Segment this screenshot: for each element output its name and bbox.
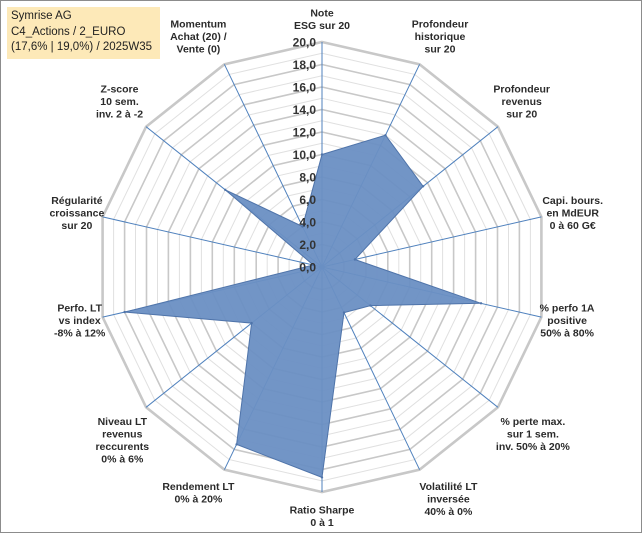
radial-tick-label: 10,0 (293, 148, 317, 162)
axis-label-line: revenus (502, 96, 542, 108)
radial-tick-label: 12,0 (293, 126, 317, 140)
radial-tick-label: 16,0 (293, 81, 317, 95)
data-point-2 (384, 134, 387, 137)
axis-label-line: Note (310, 8, 333, 20)
chart-title-box: Symrise AG C4_Actions / 2_EURO (17,6% | … (7, 7, 160, 59)
axis-label-line: Momentum (170, 18, 226, 30)
axis-label-6: % perte max. sur 1 sem. inv. 50% à 20% (496, 416, 571, 453)
axis-label-line: Ratio Sharpe (290, 505, 355, 517)
axis-label-line: 10 sem. (100, 96, 139, 108)
data-point-9 (235, 443, 238, 446)
axis-label-line: 50% à 80% (540, 327, 594, 339)
axis-label-line: ESG sur 20 (294, 20, 350, 32)
axis-label-line: revenus (102, 429, 142, 441)
data-point-4 (353, 258, 357, 261)
company-name: Symrise AG (11, 10, 72, 22)
radial-tick-label: 6,0 (299, 193, 316, 207)
axis-label-line: en MdEUR (546, 208, 599, 220)
axis-label-2: Profondeur historique sur 20 (412, 18, 469, 55)
axis-label-1: Note ESG sur 20 (294, 8, 350, 33)
period-label: (17,6% | 19,0%) / 2025W35 (11, 41, 153, 53)
axis-label-line: Niveau LT (98, 416, 148, 428)
data-point-1 (320, 153, 324, 156)
radial-tick-label: 0,0 (299, 261, 316, 275)
axis-label-11: Perfo. LT vs index -8% à 12% (54, 302, 106, 339)
axis-label-line: Profondeur (412, 18, 469, 30)
axis-label-line: vs index (59, 315, 101, 327)
axis-label-line: Z-score (101, 84, 139, 96)
data-point-6 (369, 304, 372, 307)
axis-label-line: Perfo. LT (57, 302, 102, 314)
axis-label-12: Régularité croissance sur 20 (49, 195, 104, 232)
data-point-12 (312, 263, 315, 267)
axis-label-line: sur 20 (506, 109, 537, 121)
data-point-14 (301, 225, 304, 228)
radial-tick-label: 18,0 (293, 58, 317, 72)
axis-label-line: -8% à 12% (54, 327, 106, 339)
axis-label-7: Volatilité LT inversée 40% à 0% (419, 481, 478, 518)
radial-tick-label: 14,0 (293, 103, 317, 117)
axis-label-14: Momentum Achat (20) / Vente (0) (170, 18, 227, 55)
axis-spoke (321, 216, 542, 268)
data-point-3 (421, 185, 425, 188)
axis-label-5: % perfo 1A positive 50% à 80% (540, 302, 595, 339)
axis-label-line: Vente (0) (177, 43, 221, 55)
axis-label-line: Achat (20) / (170, 31, 227, 43)
axis-label-line: % perfo 1A (540, 302, 595, 314)
axis-label-line: Rendement LT (162, 481, 235, 493)
axis-label-line: reccurents (95, 441, 149, 453)
radial-tick-label: 4,0 (299, 216, 316, 230)
radial-tick-label: 2,0 (299, 238, 316, 252)
category-label: C4_Actions / 2_EURO (11, 25, 126, 38)
axis-label-line: sur 20 (61, 220, 92, 232)
axis-label-10: Niveau LT revenus reccurents 0% à 6% (95, 416, 149, 466)
axis-label-line: 0 à 60 G€ (550, 220, 596, 232)
axis-label-line: % perte max. (501, 416, 566, 428)
axis-label-3: Profondeur revenus sur 20 (493, 84, 550, 121)
axis-label-line: sur 20 (425, 43, 456, 55)
data-point-5 (479, 302, 483, 305)
radial-tick-label: 20,0 (293, 36, 317, 50)
axis-label-line: 0 à 1 (310, 517, 334, 529)
data-point-13 (224, 188, 227, 191)
data-point-11 (123, 310, 126, 314)
axis-spoke (102, 216, 323, 268)
axis-label-line: historique (415, 31, 466, 43)
axis-label-line: Régularité (51, 195, 103, 207)
axis-label-line: 40% à 0% (424, 506, 473, 518)
axis-label-4: Capi. bours. en MdEUR 0 à 60 G€ (542, 195, 603, 232)
radial-tick-label: 8,0 (299, 171, 316, 185)
axis-label-line: 0% à 6% (101, 454, 144, 466)
axis-label-line: 0% à 20% (174, 494, 223, 506)
axis-label-9: Rendement LT 0% à 20% (162, 481, 235, 506)
data-point-8 (320, 476, 324, 479)
data-point-7 (342, 311, 346, 314)
axis-label-line: inv. 50% à 20% (496, 441, 571, 453)
axis-label-line: croissance (49, 208, 104, 220)
axis-label-line: Volatilité LT (419, 481, 478, 493)
data-point-10 (250, 321, 253, 325)
axis-label-line: inversée (427, 494, 470, 506)
axis-label-8: Ratio Sharpe 0 à 1 (290, 505, 355, 530)
axis-label-line: sur 1 sem. (507, 429, 559, 441)
axis-label-line: positive (547, 315, 587, 327)
axis-label-line: inv. 2 à -2 (96, 109, 143, 121)
axis-label-line: Profondeur (493, 84, 550, 96)
axis-label-13: Z-score 10 sem. inv. 2 à -2 (96, 84, 143, 121)
axis-label-line: Capi. bours. (542, 195, 603, 207)
